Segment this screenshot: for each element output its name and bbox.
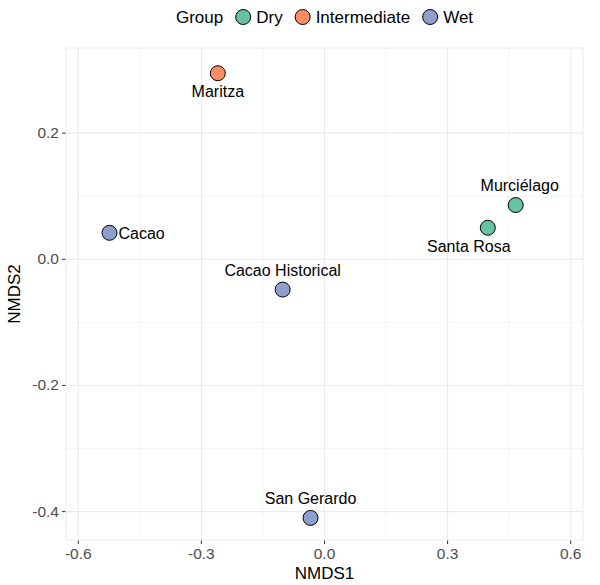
y-tick	[62, 259, 66, 260]
point	[508, 198, 523, 213]
grid-line	[66, 511, 583, 512]
x-tick	[570, 540, 571, 544]
legend-marker	[423, 10, 438, 25]
x-tick-label: 0.3	[437, 545, 459, 562]
point-label: Murciélago	[481, 177, 559, 194]
x-tick	[201, 540, 202, 544]
point-label: Cacao Historical	[224, 262, 340, 279]
x-tick-label: 0.0	[314, 545, 336, 562]
minor-grid	[509, 48, 510, 540]
legend-title: Group	[176, 8, 223, 27]
x-tick-label: 0.6	[560, 545, 582, 562]
legend-marker	[295, 10, 310, 25]
legend-label: Intermediate	[316, 8, 411, 27]
x-tick	[324, 540, 325, 544]
minor-grid	[386, 48, 387, 540]
x-tick-label: -0.3	[188, 545, 215, 562]
plot-frame	[66, 48, 583, 540]
y-tick	[62, 385, 66, 386]
chart: -0.6 -0.3 0.0 0.3 0.6 -0.4 -0.2 0.0 0.2 NMDS1 NMDS…	[0, 0, 600, 585]
plot-background	[66, 48, 583, 540]
point	[303, 510, 318, 525]
x-tick-label: -0.6	[65, 545, 92, 562]
x-tick	[447, 540, 448, 544]
points	[102, 66, 523, 526]
grid-line	[570, 48, 571, 540]
grid-line	[201, 48, 202, 540]
point	[480, 220, 495, 235]
y-tick	[62, 133, 66, 134]
y-tick-label: -0.4	[32, 503, 59, 520]
y-axis-title: NMDS2	[5, 264, 24, 324]
y-tick-label: 0.2	[37, 124, 59, 141]
grid-line	[66, 133, 583, 134]
point-label: Maritza	[192, 83, 245, 100]
minor-grid	[262, 48, 263, 540]
y-tick-label: -0.2	[32, 376, 59, 393]
legend-label: Wet	[443, 8, 473, 27]
point	[210, 66, 225, 81]
point	[275, 282, 290, 297]
legend-label: Dry	[256, 8, 283, 27]
grid-line	[66, 259, 583, 260]
legend: Group Dry Intermediate Wet	[176, 8, 473, 27]
minor-grid	[139, 48, 140, 540]
x-tick	[78, 540, 79, 544]
grid-line	[78, 48, 79, 540]
point-label: San Gerardo	[265, 490, 357, 507]
grid-line	[66, 385, 583, 386]
point	[102, 225, 117, 240]
point-label: Cacao	[118, 225, 164, 242]
x-axis-title: NMDS1	[295, 564, 355, 583]
y-tick-label: 0.0	[37, 250, 59, 267]
grid-line	[447, 48, 448, 540]
y-tick	[62, 511, 66, 512]
legend-marker	[236, 10, 251, 25]
grid-line	[324, 48, 325, 540]
point-label: Santa Rosa	[427, 238, 511, 255]
